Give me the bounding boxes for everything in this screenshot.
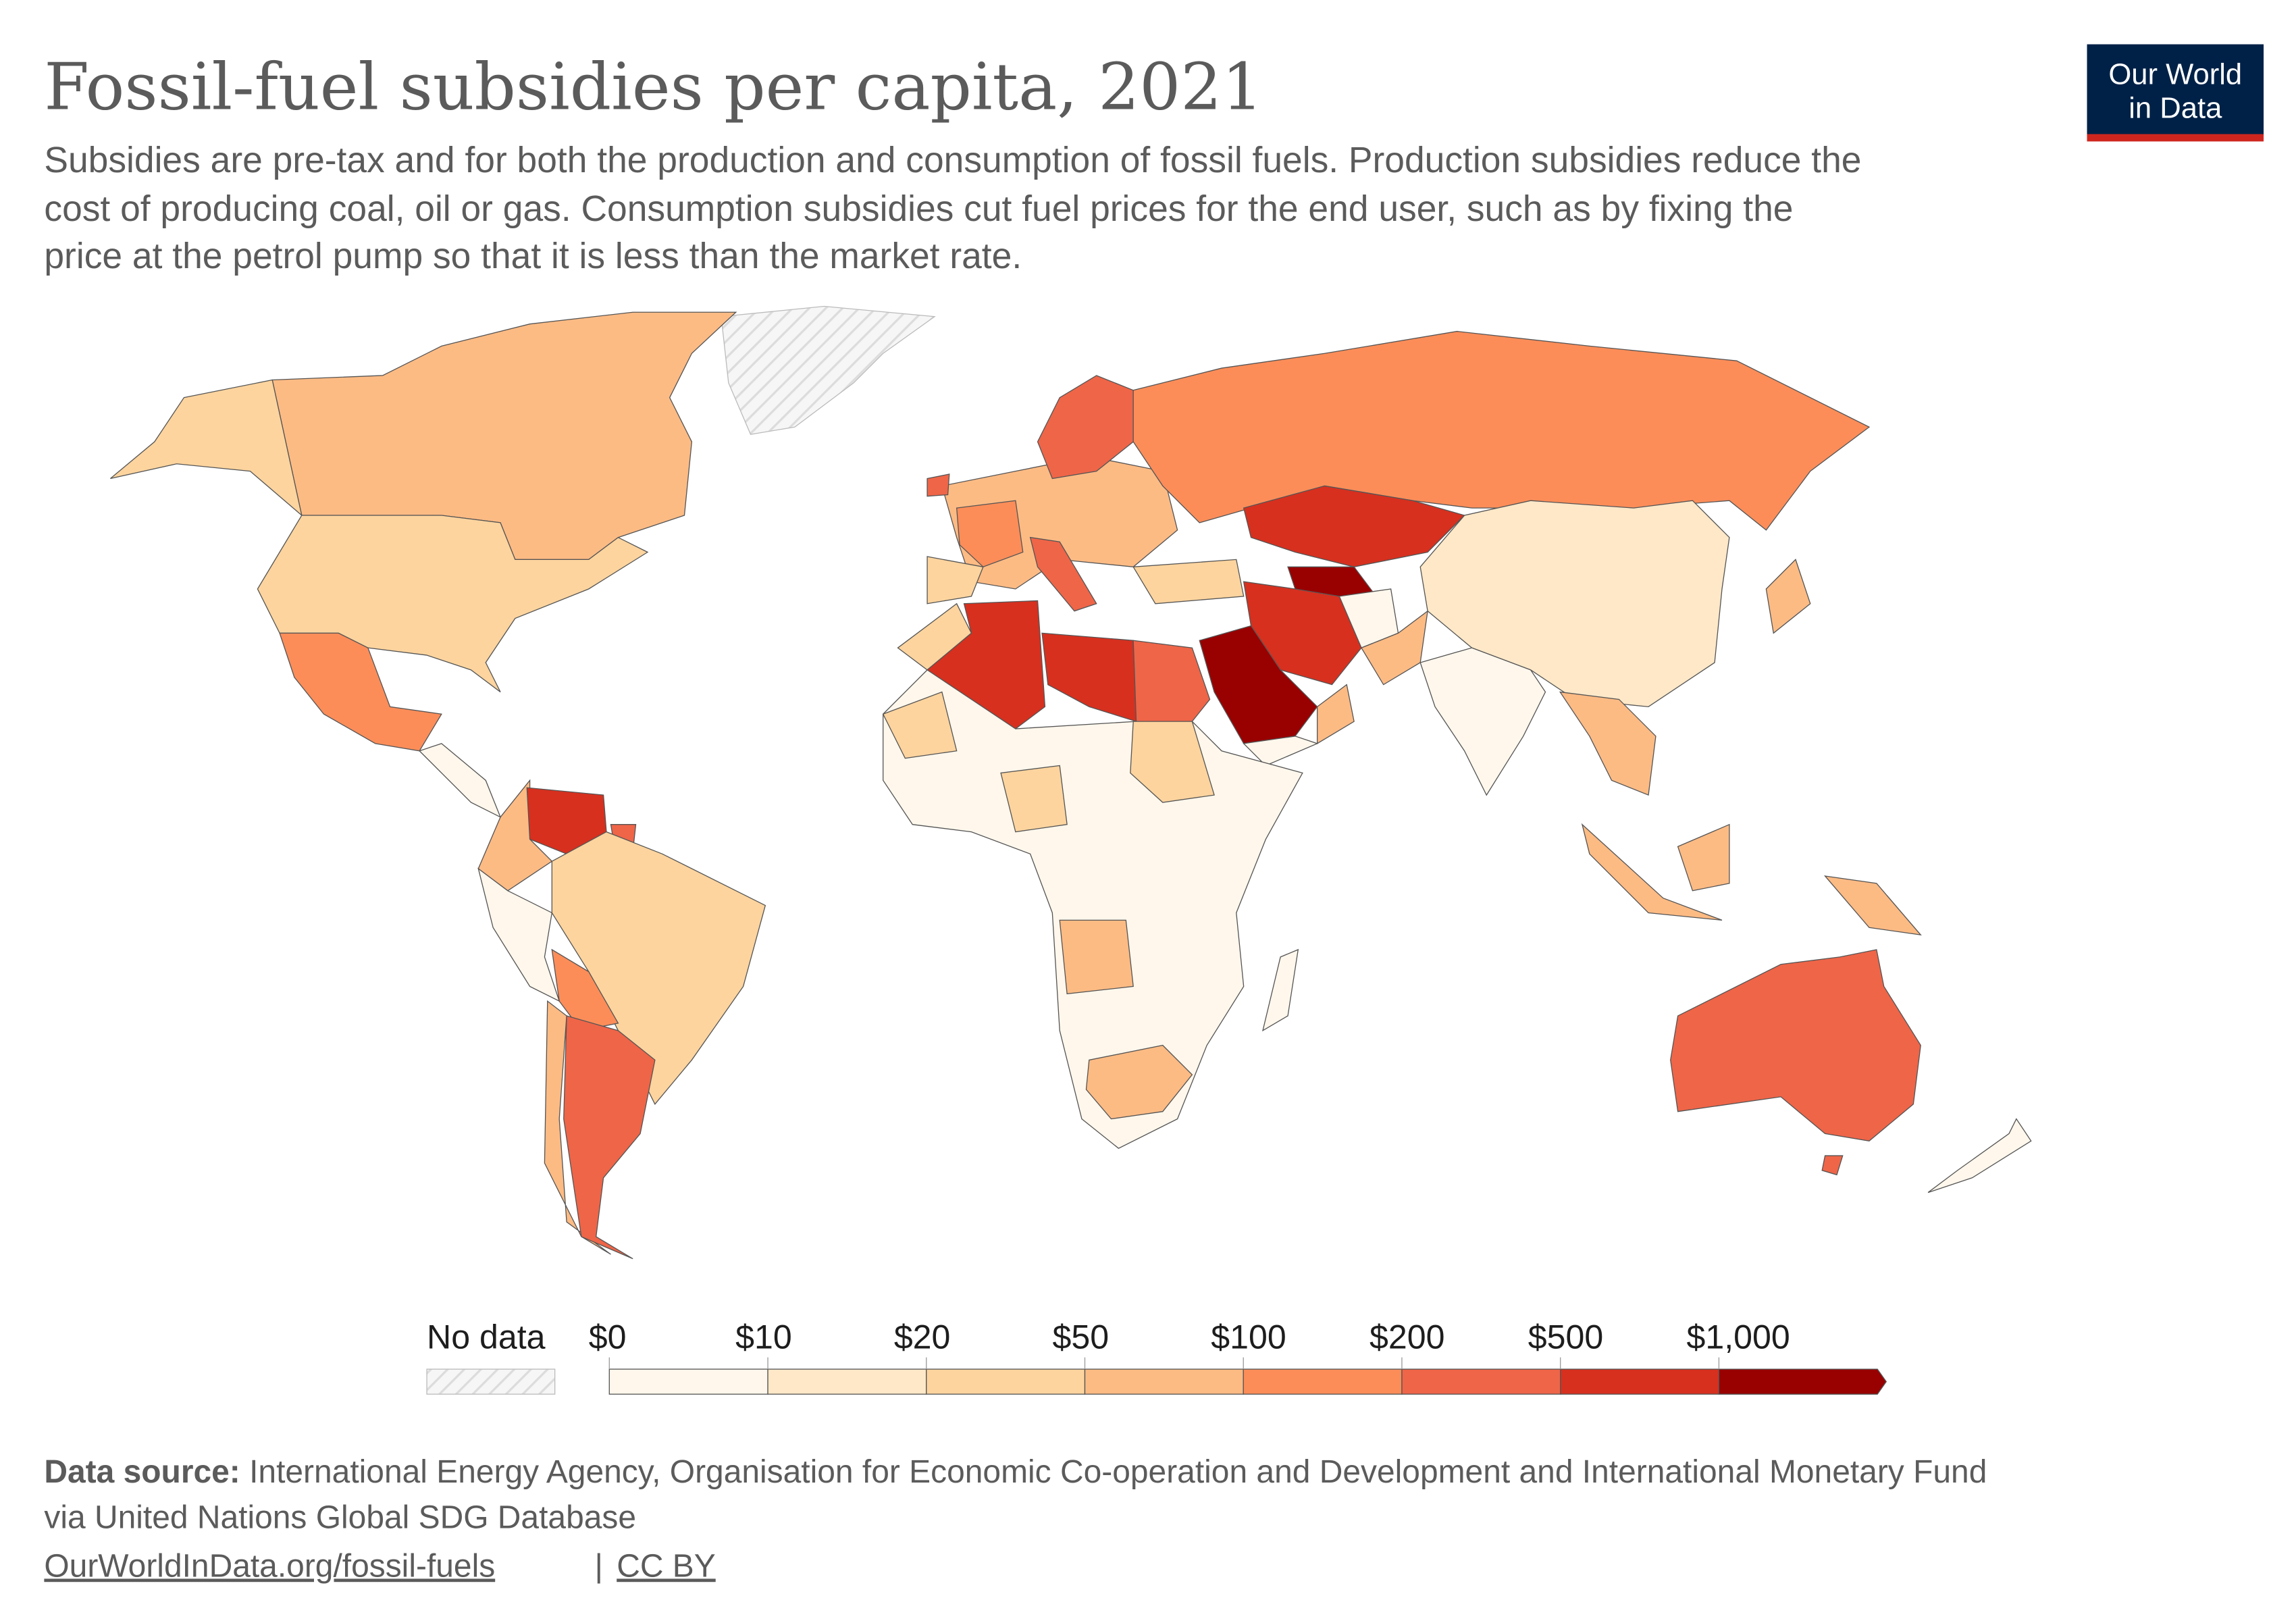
legend-bin-7[interactable] [1718, 1368, 1887, 1395]
legend-tick-label: $100 [1211, 1318, 1286, 1356]
world-map [110, 305, 2032, 1260]
country-angola[interactable] [1059, 919, 1134, 995]
svg-text:Our World: Our World [2108, 58, 2242, 91]
country-madagascar[interactable] [1262, 948, 1299, 1032]
country-alaska[interactable] [110, 379, 303, 517]
country-australia[interactable] [1670, 949, 1921, 1141]
legend-bin-5[interactable] [1401, 1368, 1561, 1395]
country-russia[interactable] [1132, 330, 1871, 531]
country-spain[interactable] [927, 556, 984, 604]
legend-bin-6[interactable] [1560, 1368, 1720, 1395]
country-borneo[interactable] [1677, 823, 1730, 892]
legend-tick-label: $0 [589, 1318, 627, 1356]
country-turkey[interactable] [1132, 559, 1245, 604]
svg-text:in Data: in Data [2129, 93, 2222, 125]
country-greenland[interactable] [721, 305, 936, 435]
country-italy[interactable] [1029, 536, 1097, 612]
country-japan[interactable] [1765, 559, 1811, 634]
country-india[interactable] [1419, 647, 1546, 796]
country-new-zealand[interactable] [1927, 1118, 2032, 1193]
license-link[interactable]: CC BY [617, 1548, 716, 1584]
country-brazil[interactable] [551, 831, 766, 1105]
country-central-america[interactable] [418, 743, 502, 819]
legend-tick-label: $20 [894, 1318, 951, 1356]
country-nigeria[interactable] [1000, 765, 1068, 833]
legend-bin-4[interactable] [1243, 1368, 1403, 1395]
source-link[interactable]: OurWorldInData.org/fossil-fuels [44, 1548, 495, 1584]
country-southeast-asia[interactable] [1559, 691, 1656, 796]
legend-tick-label: $200 [1369, 1318, 1444, 1356]
country-mexico[interactable] [279, 632, 442, 752]
legend-tick-label: $500 [1528, 1318, 1603, 1356]
country-oman[interactable] [1316, 684, 1355, 744]
country-ireland[interactable] [927, 473, 950, 497]
country-south-africa[interactable] [1085, 1044, 1193, 1120]
country-mali[interactable] [882, 691, 958, 759]
subtitle-line-1: Subsidies are pre-tax and for both the p… [44, 140, 1861, 180]
country-egypt[interactable] [1132, 640, 1211, 722]
legend: No data $0 $10 $20 $50 $100 $200 $500 $1,000 [426, 1318, 1887, 1395]
country-pakistan[interactable] [1361, 610, 1428, 686]
legend-tick-label: $1,000 [1686, 1318, 1790, 1356]
country-tasmania[interactable] [1821, 1155, 1844, 1176]
country-france[interactable] [956, 500, 1024, 568]
legend-bin-2[interactable] [926, 1368, 1086, 1395]
subtitle-line-2: cost of producing coal, oil or gas. Cons… [44, 189, 1793, 229]
country-kazakhstan[interactable] [1243, 485, 1465, 567]
country-argentina[interactable] [563, 1015, 656, 1260]
footer-separator: | [595, 1548, 603, 1584]
legend-no-data-label: No data [427, 1318, 546, 1356]
legend-no-data-swatch [426, 1368, 556, 1395]
country-peru[interactable] [477, 867, 560, 1002]
country-indonesia[interactable] [1581, 823, 1723, 921]
legend-bin-3[interactable] [1084, 1368, 1244, 1395]
chart-title: Fossil-fuel subsidies per capita, 2021 [44, 49, 1263, 124]
subtitle-line-3: price at the petrol pump so that it is l… [44, 236, 1022, 276]
legend-tick-label: $10 [735, 1318, 792, 1356]
legend-tick-label: $50 [1053, 1318, 1110, 1356]
country-papua-new-guinea[interactable] [1823, 875, 1922, 936]
country-sudan[interactable] [1130, 721, 1215, 803]
source-line: Data source: International Energy Agency… [44, 1454, 1987, 1490]
country-saudi-arabia[interactable] [1199, 625, 1318, 744]
country-libya[interactable] [1041, 632, 1137, 723]
legend-bin-1[interactable] [767, 1368, 927, 1395]
legend-bin-0[interactable] [608, 1368, 768, 1395]
owid-logo[interactable]: Our World in Data [2087, 44, 2264, 142]
source-line-2: via United Nations Global SDG Database [44, 1500, 636, 1536]
